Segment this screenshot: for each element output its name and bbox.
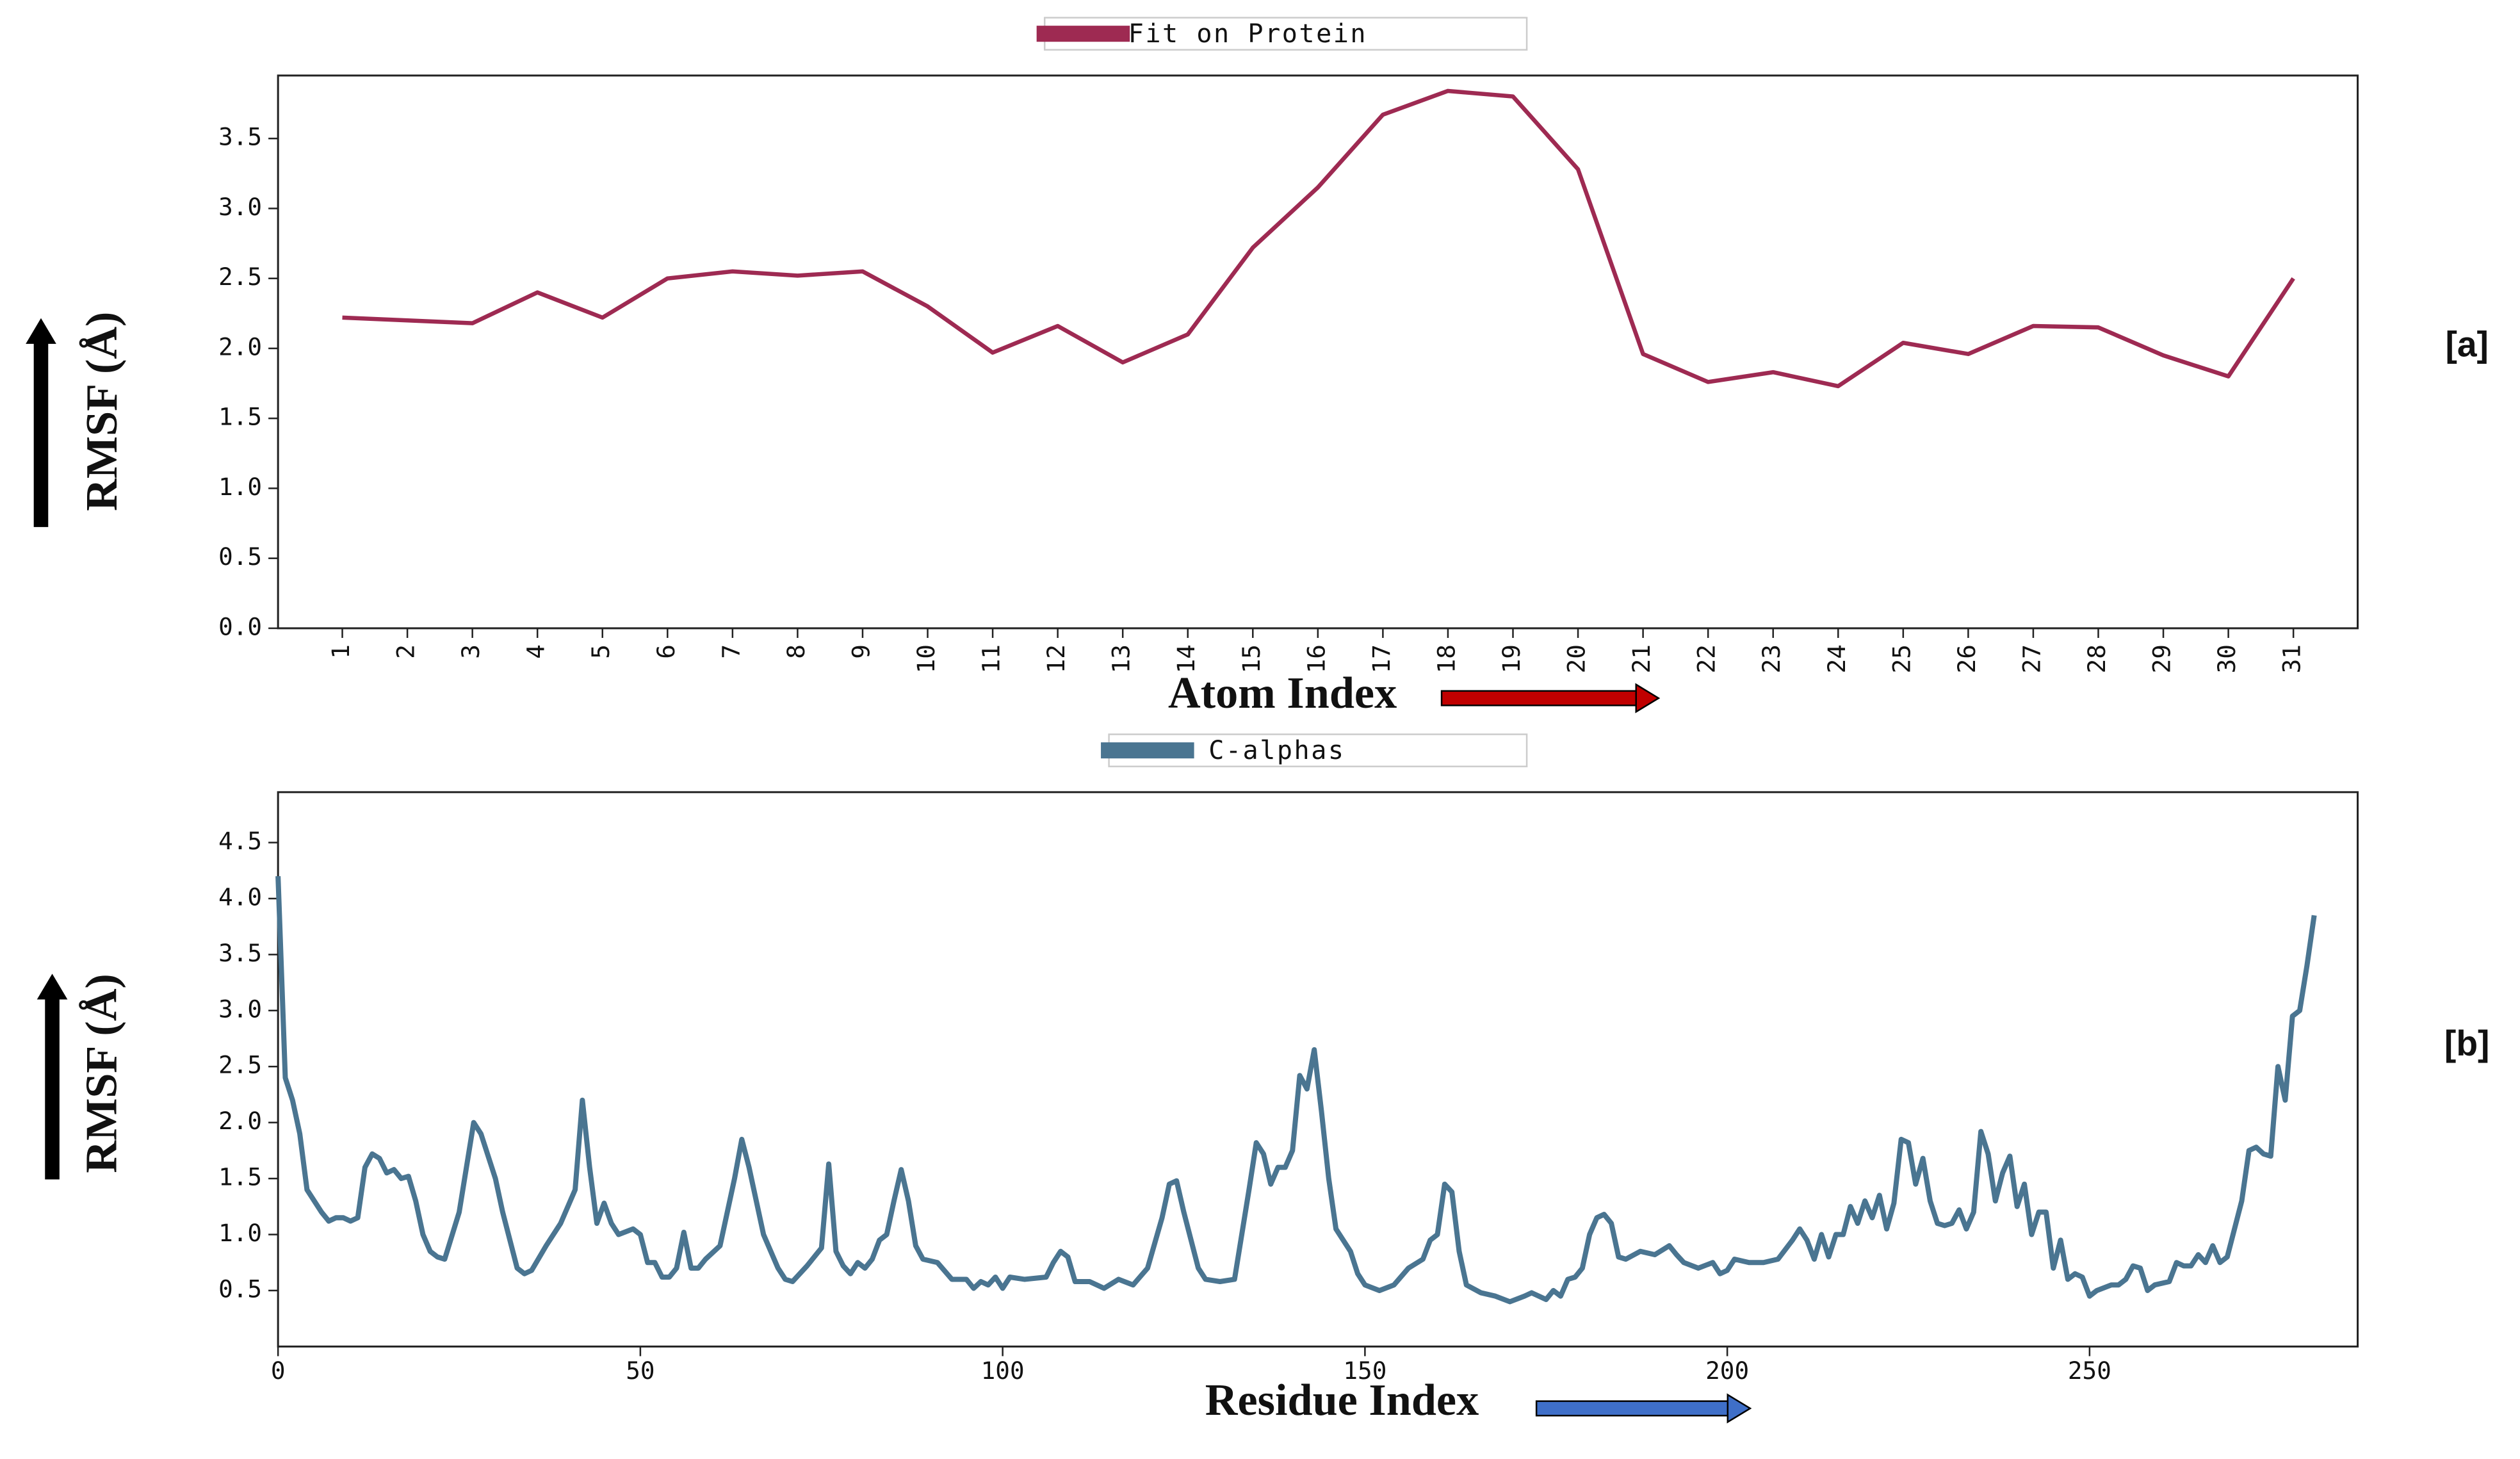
x-tick-label: 26: [1953, 644, 1981, 673]
x-tick-label: 200: [1705, 1357, 1749, 1385]
x-tick-label: 27: [2017, 644, 2045, 673]
x-tick-label: 28: [2083, 644, 2111, 673]
x-tick-label: 250: [2068, 1357, 2111, 1385]
x-axis-label: Atom Index: [1168, 668, 1397, 718]
x-tick-label: 5: [587, 644, 615, 659]
x-axis-label: Residue Index: [1205, 1375, 1479, 1425]
x-tick-label: 14: [1172, 644, 1200, 673]
x-tick-label: 11: [977, 644, 1005, 673]
x-tick-label: 19: [1497, 644, 1525, 673]
y-axis-label: RMSF (Å): [77, 312, 127, 511]
plot-frame: [277, 74, 2359, 630]
y-tick-label: 0.5: [218, 1275, 262, 1303]
legend-label: Fit on Protein: [1128, 19, 1367, 49]
x-tick-label: 10: [912, 644, 940, 673]
x-tick-label: 7: [717, 644, 745, 659]
y-tick-label: 3.0: [218, 193, 262, 221]
y-tick-label: 0.5: [218, 542, 262, 571]
y-tick-label: 4.0: [218, 883, 262, 911]
x-tick-label: 18: [1432, 644, 1460, 673]
legend-swatch: [1036, 26, 1130, 42]
y-tick-label: 2.5: [218, 1051, 262, 1079]
x-tick-label: 1: [327, 644, 355, 659]
x-tick-label: 100: [981, 1357, 1025, 1385]
x-tick-label: 30: [2213, 644, 2241, 673]
x-tick-label: 12: [1042, 644, 1070, 673]
x-tick-label: 22: [1693, 644, 1721, 673]
x-tick-label: 50: [626, 1357, 654, 1385]
x-tick-label: 13: [1107, 644, 1135, 673]
x-tick-label: 6: [652, 644, 680, 659]
plot-frame: [277, 791, 2359, 1348]
panel-annotation: [a]: [2445, 324, 2488, 364]
y-tick-label: 3.5: [218, 939, 262, 967]
x-tick-label: 2: [392, 644, 420, 659]
x-tick-label: 17: [1367, 644, 1395, 673]
y-tick-label: 1.0: [218, 1219, 262, 1247]
y-tick-label: 1.0: [218, 473, 262, 501]
legend-label: C-alphas: [1208, 736, 1345, 765]
y-tick-label: 4.5: [218, 827, 262, 855]
data-line: [275, 876, 2317, 1305]
y-tick-label: 1.5: [218, 1163, 262, 1191]
x-tick-label: 23: [1757, 644, 1785, 673]
y-tick-label: 2.0: [218, 332, 262, 361]
x-tick-label: 20: [1563, 644, 1591, 673]
y-tick-label: 2.5: [218, 263, 262, 291]
x-tick-label: 0: [271, 1357, 286, 1385]
x-tick-label: 24: [1823, 644, 1851, 673]
y-tick-label: 2.0: [218, 1107, 262, 1135]
x-tick-label: 4: [522, 644, 550, 659]
x-tick-label: 25: [1887, 644, 1915, 673]
x-tick-label: 15: [1237, 644, 1265, 673]
x-tick-label: 150: [1343, 1357, 1386, 1385]
x-tick-label: 8: [782, 644, 810, 659]
panel-annotation: [b]: [2444, 1023, 2489, 1063]
x-tick-label: 9: [847, 644, 875, 659]
x-tick-label: 31: [2278, 644, 2306, 673]
x-tick-label: 21: [1627, 644, 1655, 673]
data-line: [342, 88, 2295, 389]
legend-swatch: [1101, 742, 1194, 759]
y-tick-label: 3.0: [218, 995, 262, 1023]
y-tick-label: 1.5: [218, 403, 262, 431]
y-tick-label: 0.0: [218, 612, 262, 640]
x-tick-label: 16: [1302, 644, 1330, 673]
y-tick-label: 3.5: [218, 123, 262, 151]
x-tick-label: 3: [457, 644, 485, 659]
y-axis-label: RMSF (Å): [77, 974, 127, 1173]
x-tick-label: 29: [2148, 644, 2176, 673]
decor-arrows: [26, 318, 1752, 1424]
